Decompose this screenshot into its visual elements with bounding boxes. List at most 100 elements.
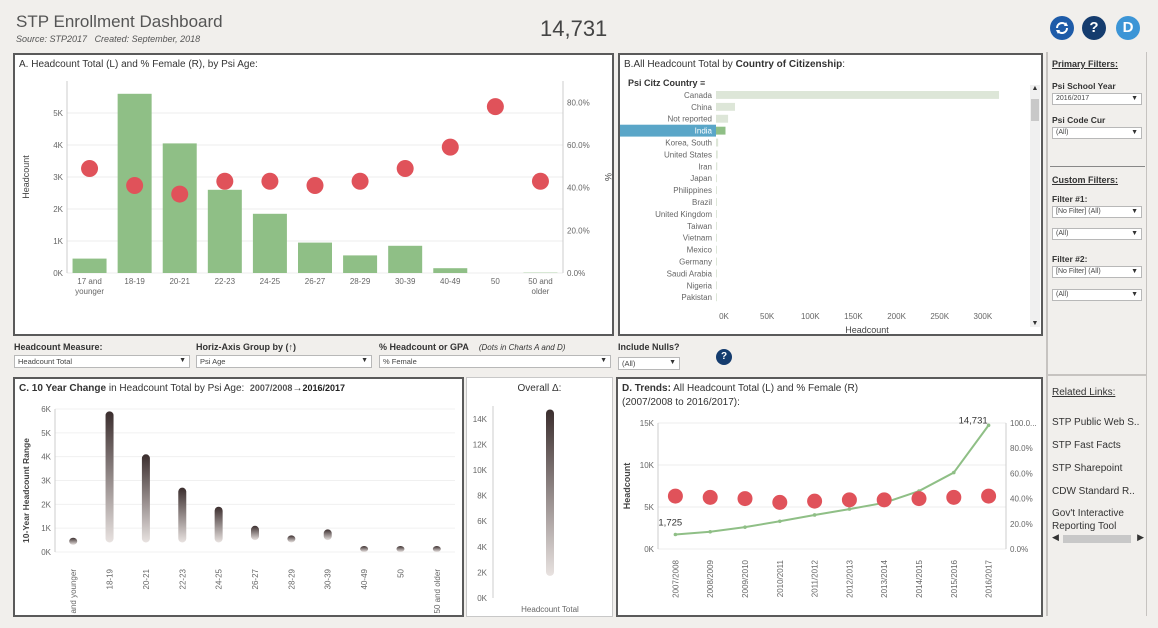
panel-d: D. Trends: All Headcount Total (L) and %…: [616, 377, 1043, 617]
y2-tick-label: 20.0%: [567, 226, 590, 235]
country-label: Pakistan: [681, 293, 712, 302]
link-govt-interactive[interactable]: Gov't Interactive Reporting Tool: [1052, 508, 1124, 532]
pct-female-dot: [126, 177, 144, 195]
x-tick-label: 2009/2010: [741, 559, 750, 597]
dashboard-title: STP Enrollment Dashboard: [16, 12, 223, 31]
y-tick-label: 8K: [477, 492, 487, 501]
x-tick-label: 26-27: [305, 277, 326, 286]
include-nulls-label: Include Nulls?: [618, 342, 680, 352]
country-label: Philippines: [673, 186, 712, 195]
country-bar: [716, 150, 718, 159]
link-cdw-standard[interactable]: CDW Standard R..: [1052, 486, 1135, 497]
y-tick-label: 0K: [644, 545, 654, 554]
pct-female-dot: [81, 159, 99, 177]
headcount-point: [743, 525, 747, 529]
related-links-heading: Related Links:: [1052, 387, 1116, 398]
x-axis-title: Headcount: [845, 325, 889, 335]
country-label: Saudi Arabia: [667, 269, 713, 278]
headcount-measure-label: Headcount Measure:: [14, 342, 103, 352]
sidebar-divider: [1050, 166, 1145, 167]
x-tick-label: 28-29: [287, 568, 296, 589]
x-tick-label: 2010/2011: [776, 559, 785, 597]
panel-d-subtitle: (2007/2008 to 2016/2017):: [622, 397, 740, 408]
link-stp-sharepoint[interactable]: STP Sharepoint: [1052, 463, 1123, 474]
x-tick-label: 150K: [844, 312, 863, 321]
x-tick-label: 17 and younger: [69, 569, 78, 617]
country-bar: [716, 126, 726, 135]
include-nulls-select[interactable]: (All) ▼: [618, 357, 680, 370]
x-tick-label: 50: [491, 277, 500, 286]
scroll-up-icon[interactable]: ▲: [1031, 85, 1039, 92]
scroll-right-icon[interactable]: ▶: [1137, 532, 1144, 542]
links-scroll-thumb[interactable]: [1063, 535, 1131, 543]
x-axis-title: Headcount Total: [521, 605, 579, 614]
pct-female-dot: [261, 172, 279, 190]
panel-b-title: B.All Headcount Total by Country of Citi…: [624, 59, 845, 70]
country-bar: [716, 221, 717, 230]
filter-2-select[interactable]: [No Filter] (All) ▼: [1052, 266, 1142, 278]
filter-1-label: Filter #1:: [1052, 194, 1088, 204]
y-tick-label: 1K: [41, 524, 51, 533]
bar: [207, 189, 242, 273]
y-tick-label: 14K: [473, 415, 488, 424]
pct-female-dot: [171, 185, 189, 203]
overall-title: Overall Δ:: [517, 383, 562, 394]
psi-code-cur-label: Psi Code Cur: [1052, 115, 1106, 125]
y-tick-label: 2K: [477, 568, 487, 577]
psi-code-cur-value: (All): [1056, 129, 1069, 136]
psi-code-cur-select[interactable]: (All) ▼: [1052, 127, 1142, 139]
pct-female-dot: [396, 159, 414, 177]
x-tick-label: 20-21: [169, 277, 190, 286]
panel-d-title-pre: D. Trends:: [622, 383, 671, 394]
chart-overall: 0K 2K 4K 6K 8K 10K 12K 14K Headcount Total: [473, 406, 579, 614]
y-tick-label: 0K: [53, 269, 63, 278]
links-scrollbar[interactable]: ◀ ▶: [1052, 532, 1144, 544]
pct-headcount-select[interactable]: % Female ▼: [379, 355, 611, 368]
x-tick-label: 2008/2009: [706, 559, 715, 597]
filter-1b-select[interactable]: (All) ▼: [1052, 228, 1142, 240]
x-tick-label: younger: [75, 287, 104, 296]
first-value-label: 1,725: [658, 518, 682, 529]
chevron-down-icon: ▼: [669, 359, 676, 366]
panel-b-scrollbar[interactable]: ▲ ▼: [1030, 85, 1040, 327]
scroll-left-icon[interactable]: ◀: [1052, 532, 1059, 542]
scroll-down-icon[interactable]: ▼: [1031, 320, 1039, 327]
headcount-line: [675, 424, 990, 536]
country-bar: [716, 174, 718, 183]
bar: [298, 242, 332, 273]
scroll-thumb[interactable]: [1031, 99, 1039, 121]
help-icon[interactable]: ?: [1082, 16, 1106, 40]
range-bar: [251, 525, 259, 541]
link-stp-fast-facts[interactable]: STP Fast Facts: [1052, 440, 1121, 451]
x-tick-label: 30-39: [395, 277, 416, 286]
y-tick-label: 5K: [644, 503, 654, 512]
controls-help-icon[interactable]: ?: [716, 349, 732, 365]
y2-tick-label: 0.0%: [1010, 545, 1028, 554]
country-label: Nigeria: [687, 281, 713, 290]
range-bar: [69, 537, 78, 545]
link-stp-public-web[interactable]: STP Public Web S..: [1052, 417, 1140, 428]
headcount-measure-value: Headcount Total: [18, 357, 73, 366]
refresh-icon[interactable]: [1050, 16, 1074, 40]
country-bar: [716, 186, 717, 195]
chevron-down-icon: ▼: [1131, 95, 1138, 102]
y-tick-label: 0K: [477, 594, 487, 603]
country-bar: [716, 293, 717, 302]
filter-2b-select[interactable]: (All) ▼: [1052, 289, 1142, 301]
headcount-measure-select[interactable]: Headcount Total ▼: [14, 355, 190, 368]
d-icon[interactable]: D: [1116, 16, 1140, 40]
y2-axis-title: %: [603, 173, 612, 181]
x-tick-label: 24-25: [260, 277, 281, 286]
y-tick-label: 4K: [477, 543, 487, 552]
filter-2b-value: (All): [1056, 291, 1069, 298]
x-tick-label: 50: [396, 568, 405, 577]
psi-school-year-select[interactable]: 2016/2017 ▼: [1052, 93, 1142, 105]
row-highlight: [620, 124, 716, 137]
filter-1-select[interactable]: [No Filter] (All) ▼: [1052, 206, 1142, 218]
chevron-down-icon: ▼: [1131, 129, 1138, 136]
horiz-axis-select[interactable]: Psi Age ▼: [196, 355, 372, 368]
x-tick-label: 50 and: [528, 277, 552, 286]
range-bar: [178, 487, 187, 543]
chart-d: 0K 5K 10K 15K 0.0% 20.0% 40.0% 60.0% 80.0% 100.0.…: [622, 415, 1037, 598]
bar: [72, 258, 107, 273]
